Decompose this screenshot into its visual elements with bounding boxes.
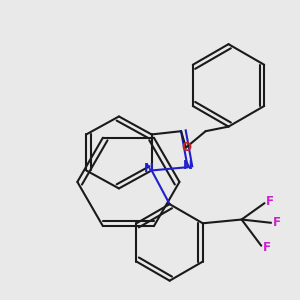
Text: F: F xyxy=(263,241,271,254)
Text: F: F xyxy=(266,195,274,208)
Text: N: N xyxy=(183,159,193,172)
Text: O: O xyxy=(181,141,191,154)
Text: N: N xyxy=(144,163,154,176)
Text: F: F xyxy=(272,216,281,229)
